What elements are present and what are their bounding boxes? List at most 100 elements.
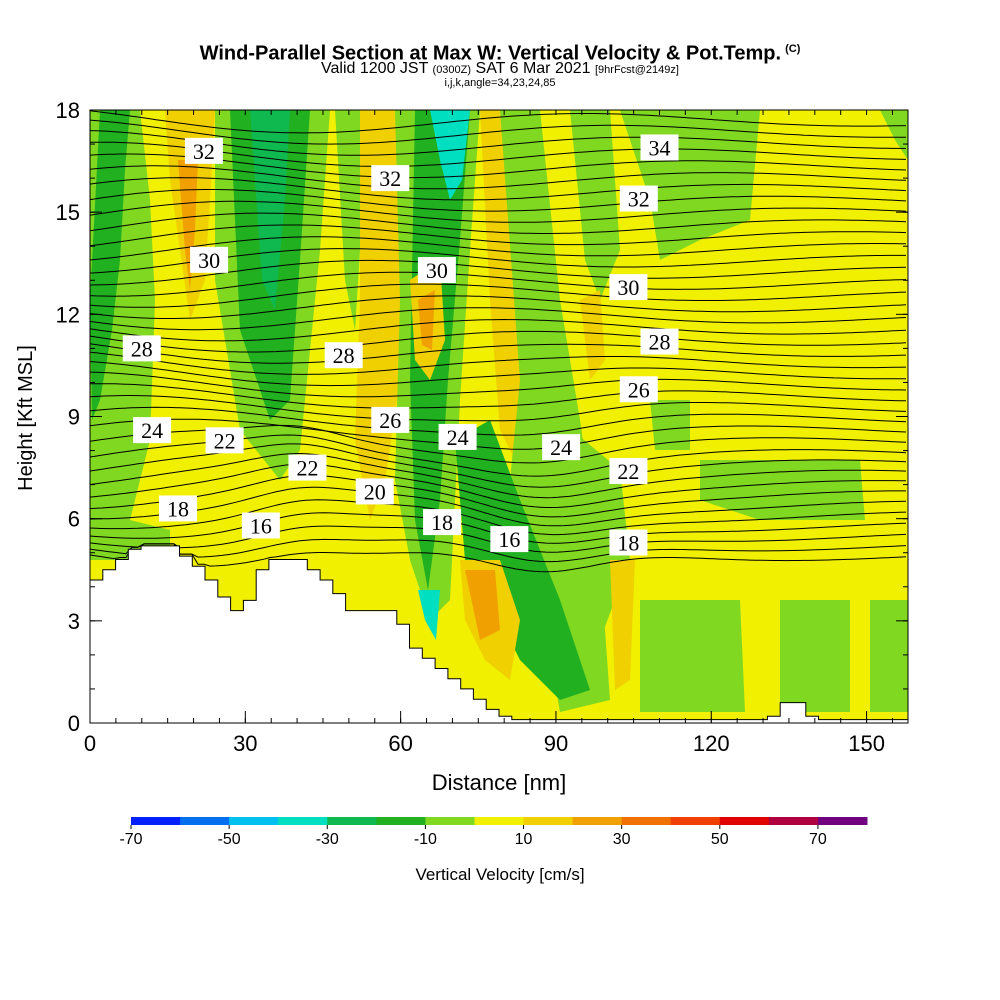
isentrope-line <box>90 318 907 342</box>
copyright-mark: (C) <box>785 43 801 55</box>
downdraft-band <box>570 110 620 300</box>
colorbar-swatch <box>180 817 230 825</box>
downdraft-peak <box>430 110 470 200</box>
colorbar-tick-label: 30 <box>613 831 631 848</box>
x-axis: 0 30 60 90 120 150 <box>84 110 893 756</box>
contour-label-box <box>417 257 456 284</box>
isentrope-line <box>90 474 906 518</box>
subtitle-date: SAT 6 Mar 2021 <box>475 60 591 77</box>
updraft-band <box>580 290 605 380</box>
y-axis: 0 3 6 9 12 15 18 <box>56 98 908 736</box>
isentrope-line <box>90 295 907 319</box>
x-tick-label: 60 <box>388 731 412 756</box>
contour-label-box <box>640 134 679 161</box>
updraft-core <box>418 290 435 350</box>
updraft-core <box>465 570 500 640</box>
isentrope-line <box>90 463 907 508</box>
colorbar-tick-label: 10 <box>515 831 533 848</box>
colorbar-swatch <box>425 817 475 825</box>
contour-label: 16 <box>498 527 520 552</box>
isentrope-line <box>90 395 907 422</box>
isentrope-line <box>90 200 907 223</box>
isentrope-line <box>90 141 907 167</box>
x-tick-label: 30 <box>233 731 257 756</box>
subtitle-forecast: [9hrFcst@2149z] <box>595 64 679 76</box>
isentrope-line <box>90 383 907 409</box>
isentrope-line <box>90 452 907 499</box>
colorbar-swatch <box>474 817 525 825</box>
colorbar-swatch <box>131 817 181 825</box>
contour-label-box <box>122 335 161 362</box>
contour-label: 28 <box>131 336 153 361</box>
contour-label: 34 <box>648 135 670 160</box>
contour-label-box <box>159 495 198 522</box>
contour-label: 32 <box>628 187 650 212</box>
contour-label: 28 <box>333 343 355 368</box>
downdraft-band <box>870 600 908 712</box>
colorbar-tick-label: -10 <box>414 831 437 848</box>
downdraft-peak <box>418 590 440 640</box>
colorbar: -70 -50 -30 -10 10 30 50 70 <box>119 817 868 848</box>
contour-label-box <box>423 509 462 536</box>
contour-label: 30 <box>617 275 639 300</box>
contour-label: 22 <box>617 459 639 484</box>
x-tick-label: 0 <box>84 731 96 756</box>
colorbar-swatch <box>768 817 819 825</box>
colorbar-swatch <box>670 817 721 825</box>
contour-label-box <box>133 417 172 444</box>
contour-label-box <box>355 478 394 505</box>
contour-label-box <box>619 185 658 212</box>
subtitle-utc: (0300Z) <box>432 64 472 76</box>
contour-label: 18 <box>431 510 453 535</box>
isentrope-line <box>90 130 907 156</box>
isentrope-line <box>90 371 907 398</box>
chart-grid-indices: i,j,k,angle=34,23,24,85 <box>444 77 556 89</box>
contour-label-box <box>190 246 229 273</box>
downdraft-band <box>640 600 745 712</box>
y-axis-label: Height [Kft MSL] <box>15 345 37 491</box>
contour-label: 24 <box>447 425 469 450</box>
isentrope-line <box>90 499 907 536</box>
x-tick-label: 90 <box>544 731 568 756</box>
terrain-mask <box>90 545 908 723</box>
contour-label-box <box>324 342 363 369</box>
isentrope-line <box>90 224 907 247</box>
contour-label: 32 <box>379 166 401 191</box>
isentrope-line <box>90 165 907 190</box>
x-tick-label: 120 <box>693 731 730 756</box>
chart-title-text: Wind-Parallel Section at Max W: Vertical… <box>199 42 782 65</box>
contour-label: 30 <box>426 258 448 283</box>
contour-label: 18 <box>617 531 639 556</box>
isentrope-line <box>90 351 907 375</box>
isentrope-line <box>90 343 907 364</box>
colorbar-swatch <box>817 817 868 825</box>
contour-label: 24 <box>550 435 572 460</box>
isentrope-line <box>90 212 907 234</box>
colorbar-swatch <box>278 817 328 825</box>
contour-label: 32 <box>193 139 215 164</box>
isentrope-line <box>90 271 907 297</box>
contour-label: 24 <box>141 418 163 443</box>
updraft-band <box>610 560 635 690</box>
downdraft-band <box>880 110 908 160</box>
isentrope-line <box>90 177 907 201</box>
contour-label-box <box>490 526 529 553</box>
downdraft-band <box>650 400 690 450</box>
isentrope-line <box>90 406 907 436</box>
colorbar-tick-label: -70 <box>119 831 142 848</box>
y-tick-label: 12 <box>56 302 80 327</box>
isentrope-line <box>90 119 907 145</box>
y-tick-label: 18 <box>56 98 80 123</box>
contour-label: 18 <box>167 496 189 521</box>
contour-label-box <box>609 457 648 484</box>
y-tick-label: 0 <box>68 711 80 736</box>
contour-label-box <box>438 423 477 450</box>
colorbar-swatch <box>229 817 279 825</box>
isentrope-line <box>90 110 907 134</box>
isentrope-line <box>90 538 907 563</box>
pot-temp-contours <box>90 110 907 573</box>
colorbar-swatch <box>376 817 426 825</box>
colorbar-swatch <box>621 817 672 825</box>
colorbar-label: Vertical Velocity [cm/s] <box>415 865 584 884</box>
